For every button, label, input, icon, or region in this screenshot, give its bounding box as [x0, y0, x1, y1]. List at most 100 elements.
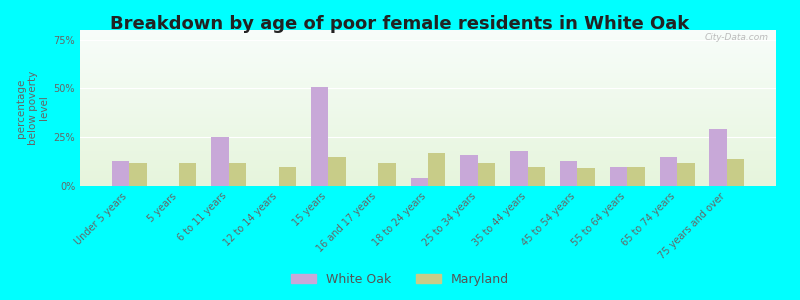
Bar	[80, 4, 776, 160]
Bar	[80, 0, 776, 32]
Bar	[80, 0, 776, 125]
Bar	[80, 0, 776, 119]
Bar	[80, 0, 776, 113]
Bar	[80, 0, 776, 148]
Bar	[80, 7, 776, 163]
Legend: White Oak, Maryland: White Oak, Maryland	[286, 268, 514, 291]
Bar	[278, 167, 296, 186]
Bar	[80, 0, 776, 142]
Bar	[478, 163, 495, 186]
Bar	[80, 0, 776, 66]
Bar	[80, 0, 776, 116]
Bar	[80, 0, 776, 58]
Bar	[80, 24, 776, 180]
Bar	[80, 30, 776, 186]
Bar	[80, 0, 776, 68]
Bar	[80, 0, 776, 61]
Bar	[80, 0, 776, 46]
Bar	[80, 0, 776, 47]
Bar	[410, 178, 428, 186]
Bar	[80, 0, 776, 83]
Bar	[80, 0, 776, 94]
Bar	[80, 0, 776, 75]
Bar	[80, 25, 776, 181]
Bar	[80, 0, 776, 77]
Bar	[80, 0, 776, 131]
Bar	[80, 0, 776, 41]
Bar	[80, 0, 776, 49]
Bar	[80, 0, 776, 60]
Bar	[560, 161, 578, 186]
Bar	[80, 0, 776, 55]
Bar	[80, 0, 776, 128]
Bar	[80, 0, 776, 56]
Bar	[80, 0, 776, 70]
Bar	[80, 0, 776, 99]
Bar	[328, 157, 346, 186]
Bar	[80, 0, 776, 121]
Bar	[80, 0, 776, 130]
Bar	[80, 0, 776, 53]
Bar	[80, 0, 776, 38]
Bar	[80, 0, 776, 88]
Bar	[80, 0, 776, 153]
Bar	[80, 0, 776, 85]
Bar	[80, 0, 776, 108]
Bar	[80, 0, 776, 127]
Bar	[80, 0, 776, 92]
Text: City-Data.com: City-Data.com	[705, 33, 769, 42]
Y-axis label: percentage
below poverty
level: percentage below poverty level	[16, 71, 50, 145]
Bar	[80, 0, 776, 78]
Bar	[80, 16, 776, 172]
Bar	[80, 0, 776, 43]
Bar	[528, 167, 545, 186]
Bar	[80, 0, 776, 103]
Bar	[610, 167, 627, 186]
Bar	[677, 163, 694, 186]
Bar	[80, 0, 776, 69]
Bar	[80, 0, 776, 106]
Bar	[80, 0, 776, 50]
Bar	[80, 0, 776, 122]
Bar	[80, 17, 776, 173]
Bar	[311, 86, 328, 186]
Bar	[80, 2, 776, 158]
Bar	[211, 137, 229, 186]
Bar	[80, 0, 776, 117]
Bar	[80, 21, 776, 177]
Bar	[80, 0, 776, 156]
Text: Breakdown by age of poor female residents in White Oak: Breakdown by age of poor female resident…	[110, 15, 690, 33]
Bar	[80, 0, 776, 33]
Bar	[80, 0, 776, 111]
Bar	[80, 0, 776, 141]
Bar	[80, 0, 776, 152]
Bar	[80, 13, 776, 169]
Bar	[80, 0, 776, 72]
Bar	[710, 129, 727, 186]
Bar	[80, 0, 776, 91]
Bar	[80, 0, 776, 124]
Bar	[129, 163, 146, 186]
Bar	[627, 167, 645, 186]
Bar	[80, 28, 776, 184]
Bar	[80, 0, 776, 89]
Bar	[80, 0, 776, 35]
Bar	[80, 0, 776, 114]
Bar	[378, 163, 396, 186]
Bar	[80, 0, 776, 36]
Bar	[80, 27, 776, 183]
Bar	[80, 0, 776, 134]
Bar	[80, 14, 776, 170]
Bar	[80, 8, 776, 164]
Bar	[80, 0, 776, 133]
Bar	[80, 0, 776, 110]
Bar	[80, 0, 776, 100]
Bar	[80, 0, 776, 52]
Bar	[80, 0, 776, 80]
Bar	[80, 10, 776, 166]
Bar	[80, 11, 776, 167]
Bar	[80, 0, 776, 139]
Bar	[80, 0, 776, 86]
Bar	[80, 19, 776, 175]
Bar	[80, 22, 776, 178]
